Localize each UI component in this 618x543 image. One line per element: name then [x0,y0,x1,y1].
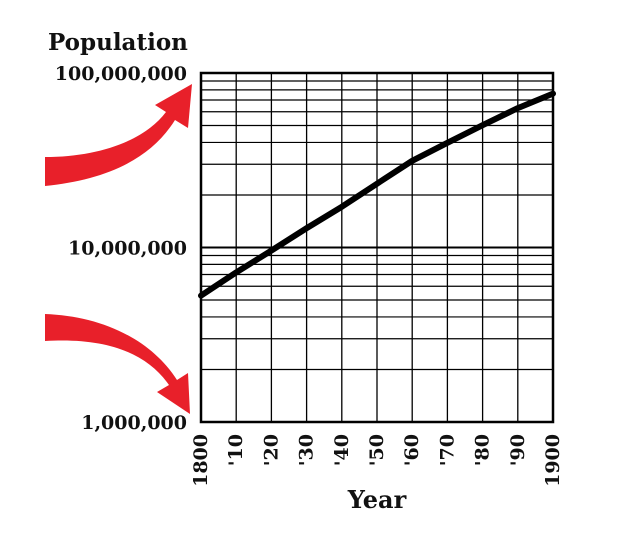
y-axis-title: Population [48,29,188,56]
y-tick-label: 100,000,000 [55,63,187,85]
x-tick-labels: 1800 '10 '20 '30 '40 '50 '60 '70 '80 '90 1900 [190,434,564,487]
x-tick-label: '90 [507,434,529,466]
x-tick-label: '30 [296,434,318,466]
red-arrow-up [45,84,192,186]
x-tick-label: '70 [436,434,458,466]
x-tick-label: '20 [260,434,282,466]
x-tick-label: '40 [331,434,353,466]
x-tick-label: 1900 [542,434,564,487]
y-tick-label: 1,000,000 [81,412,187,434]
x-tick-label: '50 [366,434,388,466]
x-tick-label: '10 [225,434,247,466]
x-axis-title: Year [347,485,407,514]
red-arrow-down [45,314,190,414]
x-tick-label: 1800 [190,434,212,487]
x-tick-label: '60 [401,434,423,466]
x-tick-label: '80 [472,434,494,466]
y-tick-label: 10,000,000 [68,238,187,260]
grid [201,73,553,422]
